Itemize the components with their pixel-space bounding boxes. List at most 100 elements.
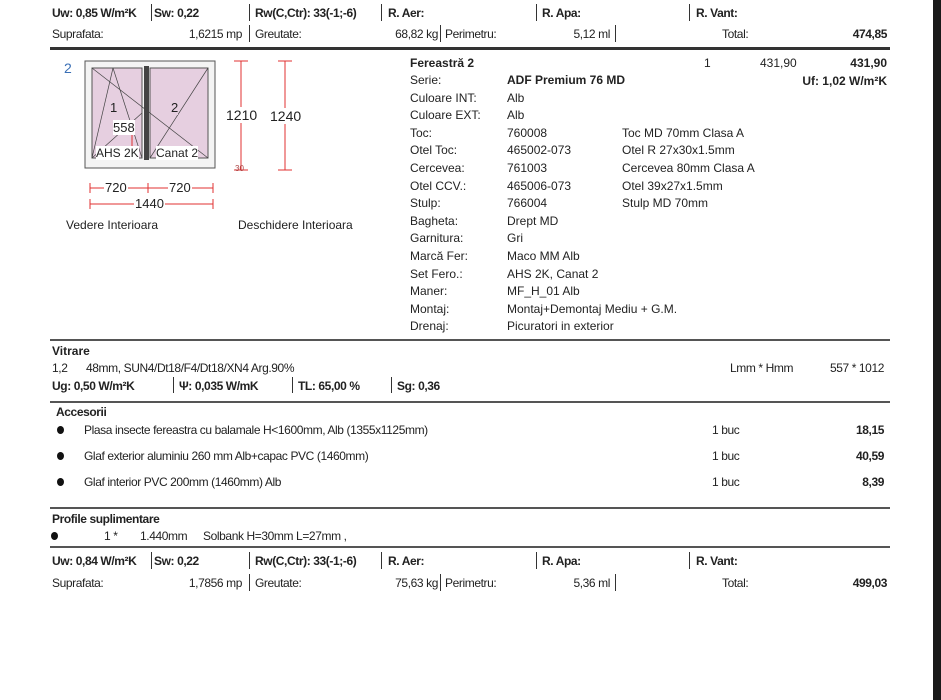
spec-value: Maco MM Alb [507, 249, 580, 263]
separator [689, 4, 690, 21]
spec-desc: Otel R 27x30x1.5mm [622, 143, 735, 158]
apa-value: R. Apa: [542, 554, 581, 568]
spec-label: Bagheta: [410, 213, 459, 228]
spec-value: Gri [507, 231, 523, 246]
separator [615, 25, 616, 42]
separator [381, 552, 382, 569]
spec-value: Alb [507, 108, 525, 123]
profile-title: Profile suplimentare [52, 512, 160, 526]
spec-value: Drept MD [507, 213, 559, 228]
suprafata-label: Suprafata: [52, 27, 104, 41]
bullet-icon [57, 478, 64, 486]
spec-value: 761003 [507, 161, 548, 175]
vitrare-description: 48mm, SUN4/Dt18/F4/Dt18/XN4 Arg.90% [86, 361, 295, 375]
spec-value: Montaj+Demontaj Mediu + G.M. [507, 301, 678, 316]
screen-edge [933, 0, 941, 700]
vitrare-title: Vitrare [52, 344, 90, 358]
divider [50, 507, 890, 509]
psi-value: Ψ: 0,035 W/mK [179, 379, 259, 393]
aer-value: R. Aer: [388, 6, 425, 20]
separator [440, 25, 441, 42]
separator [689, 552, 690, 569]
total-label: Total: [722, 27, 749, 41]
aer-value: R. Aer: [388, 554, 425, 568]
suprafata-value: 1,7856 mp [188, 576, 243, 590]
separator [249, 552, 250, 569]
spec-label: Otel CCV.: [410, 178, 467, 193]
suprafata-label: Suprafata: [52, 576, 104, 590]
view-label: Vedere Interioara [66, 218, 159, 232]
vant-value: R. Vant: [696, 6, 738, 20]
spec-value: AHS 2K, Canat 2 [507, 266, 599, 281]
accessory-price: 18,15 [855, 423, 884, 437]
height-1-label: 1210 [226, 107, 258, 123]
vitrare-dims: 557 * 1012 [829, 361, 884, 375]
separator [536, 4, 537, 21]
greutate-value: 75,63 kg [395, 576, 438, 590]
rw-value: Rw(C,Ctr): 33(-1;-6) [255, 554, 357, 568]
spec-desc: Stulp MD 70mm [622, 196, 709, 211]
profile-description: Solbank H=30mm L=27mm , [203, 529, 347, 543]
accessory-name: Plasa insecte fereastra cu balamale H<16… [84, 423, 428, 437]
separator [173, 377, 174, 393]
width-1-label: 720 [104, 180, 128, 195]
item-unit-price: 431,90 [760, 56, 797, 70]
sash-2-label: 2 [171, 100, 179, 115]
perimetru-value: 5,12 ml [573, 27, 610, 41]
suprafata-value: 1,6215 mp [188, 27, 243, 41]
separator [249, 25, 250, 42]
item-title: Fereastră 2 [410, 56, 475, 70]
accessory-qty: 1 buc [712, 423, 740, 437]
spec-value: 766004 [507, 196, 548, 211]
spec-label: Stulp: [410, 196, 441, 211]
spec-label: Drenaj: [410, 319, 449, 334]
spec-label: Culoare EXT: [410, 108, 481, 123]
spec-value: Picuratori in exterior [507, 319, 614, 334]
separator [292, 377, 293, 393]
profile-qty: 1 * [104, 529, 118, 543]
separator [615, 574, 616, 591]
uw-value: Uw: 0,85 W/m²K [52, 6, 137, 20]
spec-desc: Cercevea 80mm Clasa A [622, 161, 755, 175]
bullet-icon [57, 452, 64, 460]
divider [50, 339, 890, 341]
divider [50, 401, 890, 403]
divider [50, 47, 890, 50]
spec-label: Otel Toc: [410, 143, 458, 158]
spec-value: 465006-073 [507, 178, 572, 193]
spec-desc: Otel 39x27x1.5mm [622, 178, 723, 193]
vitrare-dims-label: Lmm * Hmm [730, 361, 794, 375]
greutate-value: 68,82 kg [395, 27, 438, 41]
spec-label: Montaj: [410, 301, 450, 316]
separator [249, 574, 250, 591]
spec-label: Toc: [410, 125, 433, 140]
accessory-name: Glaf exterior aluminiu 260 mm Alb+capac … [84, 449, 369, 463]
rw-value: Rw(C,Ctr): 33(-1;-6) [255, 6, 357, 20]
bullet-icon [57, 426, 64, 434]
item-qty: 1 [704, 56, 711, 70]
perimetru-value: 5,36 ml [573, 576, 610, 590]
sg-value: Sg: 0,36 [397, 379, 440, 393]
spec-desc: Toc MD 70mm Clasa A [622, 125, 745, 140]
vant-value: R. Vant: [696, 554, 738, 568]
total-value: 474,85 [852, 27, 888, 41]
perimetru-label: Perimetru: [445, 576, 497, 590]
opening-label: Deschidere Interioara [238, 218, 353, 232]
accessory-qty: 1 buc [712, 475, 740, 489]
spec-value: ADF Premium 76 MD [507, 73, 626, 87]
total-label: Total: [722, 576, 749, 590]
separator [440, 574, 441, 591]
spec-value: Alb [507, 90, 525, 105]
spec-value: 465002-073 [507, 143, 572, 158]
separator [391, 377, 392, 393]
vitrare-position: 1,2 [52, 361, 68, 375]
hardware-label-1: AHS 2K [96, 146, 139, 160]
spec-value: 760008 [507, 125, 548, 140]
spec-value: MF_H_01 Alb [507, 284, 580, 299]
spec-label: Set Fero.: [410, 266, 463, 281]
spec-label: Marcă Fer: [410, 249, 469, 263]
separator [151, 4, 152, 21]
spec-label: Cercevea: [410, 161, 465, 175]
greutate-label: Greutate: [255, 576, 302, 590]
handle-height-label: 558 [113, 120, 135, 135]
